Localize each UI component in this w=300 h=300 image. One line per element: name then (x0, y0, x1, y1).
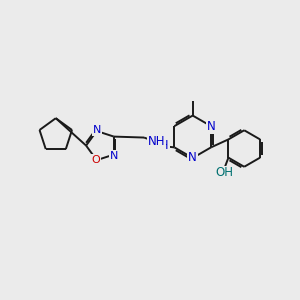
Text: OH: OH (215, 167, 233, 179)
Text: N: N (188, 152, 197, 164)
Text: NH: NH (148, 135, 165, 148)
Text: N: N (92, 125, 101, 135)
Text: NH: NH (152, 140, 169, 152)
Text: O: O (92, 155, 100, 165)
Text: N: N (110, 151, 118, 161)
Text: N: N (207, 120, 215, 133)
